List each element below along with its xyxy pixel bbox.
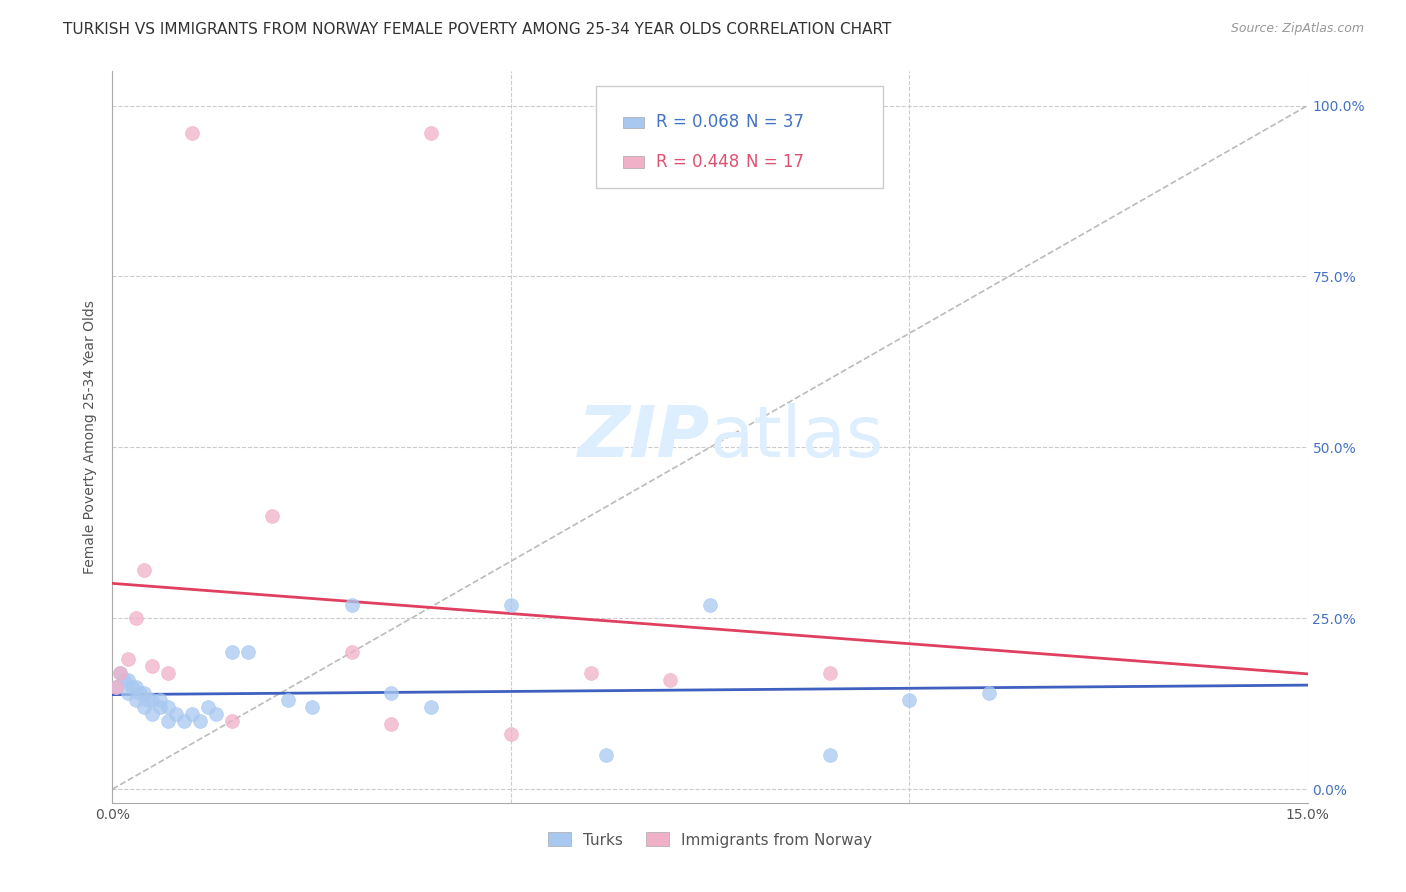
Point [221, 645, 243, 659]
FancyBboxPatch shape [623, 156, 644, 168]
Point [125, 680, 148, 694]
Point [165, 706, 187, 721]
Point [420, 700, 443, 714]
Point [818, 665, 841, 680]
Point [141, 693, 163, 707]
Point [659, 673, 682, 687]
Point [125, 693, 148, 707]
Point [898, 693, 921, 707]
Point [301, 700, 323, 714]
Point [380, 716, 402, 731]
Point [420, 126, 443, 140]
Point [149, 693, 172, 707]
Point [579, 665, 602, 680]
Point [138, 693, 160, 707]
Point [340, 645, 363, 659]
Point [121, 680, 143, 694]
Point [181, 706, 204, 721]
FancyBboxPatch shape [623, 117, 644, 128]
FancyBboxPatch shape [596, 86, 883, 188]
Point [114, 673, 135, 687]
Text: atlas: atlas [710, 402, 884, 472]
Point [134, 686, 156, 700]
Point [141, 659, 163, 673]
Text: ZIP: ZIP [578, 402, 710, 472]
Point [134, 563, 156, 577]
Point [260, 508, 283, 523]
Point [110, 665, 132, 680]
Text: N = 37: N = 37 [747, 113, 804, 131]
Point [117, 652, 139, 666]
Point [380, 686, 402, 700]
Point [236, 645, 259, 659]
Text: R = 0.068: R = 0.068 [657, 113, 740, 131]
Point [117, 673, 139, 687]
Point [340, 598, 363, 612]
Point [157, 665, 180, 680]
Point [141, 706, 163, 721]
Point [157, 700, 180, 714]
Point [110, 665, 132, 680]
Point [277, 693, 299, 707]
Point [977, 686, 1000, 700]
Point [699, 598, 721, 612]
Point [117, 686, 139, 700]
Point [129, 686, 152, 700]
Point [221, 714, 243, 728]
Point [188, 714, 211, 728]
Point [157, 714, 180, 728]
Legend: Turks, Immigrants from Norway: Turks, Immigrants from Norway [541, 826, 879, 854]
Point [595, 747, 617, 762]
Point [125, 611, 148, 625]
Point [105, 680, 128, 694]
Point [499, 598, 522, 612]
Point [499, 727, 522, 741]
Point [105, 680, 128, 694]
Point [173, 714, 195, 728]
Text: Source: ZipAtlas.com: Source: ZipAtlas.com [1230, 22, 1364, 36]
Point [149, 700, 172, 714]
Text: R = 0.448: R = 0.448 [657, 153, 740, 171]
Point [181, 126, 204, 140]
Point [205, 706, 228, 721]
Text: TURKISH VS IMMIGRANTS FROM NORWAY FEMALE POVERTY AMONG 25-34 YEAR OLDS CORRELATI: TURKISH VS IMMIGRANTS FROM NORWAY FEMALE… [63, 22, 891, 37]
Text: N = 17: N = 17 [747, 153, 804, 171]
Point [134, 700, 156, 714]
Y-axis label: Female Poverty Among 25-34 Year Olds: Female Poverty Among 25-34 Year Olds [83, 300, 97, 574]
Point [818, 747, 841, 762]
Point [197, 700, 219, 714]
